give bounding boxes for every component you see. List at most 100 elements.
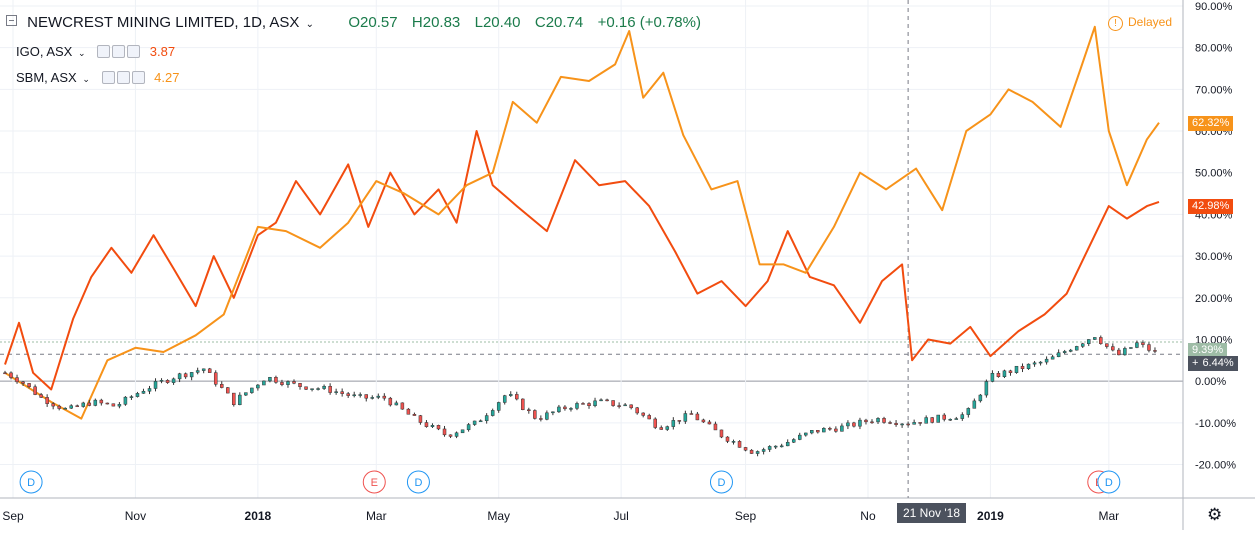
candle-body xyxy=(689,413,694,415)
candle-body xyxy=(63,407,67,410)
candle-body xyxy=(472,420,477,425)
x-tick-label: 2018 xyxy=(245,509,272,523)
candle-body xyxy=(322,385,326,389)
candle-body xyxy=(870,421,874,424)
candle-body xyxy=(508,394,513,396)
candle-body xyxy=(1062,351,1067,353)
crosshair-plus-icon[interactable]: + xyxy=(1192,357,1199,369)
candle-body xyxy=(840,425,844,432)
candle-body xyxy=(45,397,49,404)
change-value: +0.16 (+0.78%) xyxy=(597,14,701,31)
candle-body xyxy=(340,391,344,394)
candle-body xyxy=(984,381,989,396)
candle-body xyxy=(75,405,79,407)
igo-last-value-badge: 42.98% xyxy=(1188,199,1234,214)
earnings-marker xyxy=(362,470,386,494)
candle-body xyxy=(755,451,760,454)
candle-body xyxy=(51,403,55,407)
candle-body xyxy=(171,378,176,383)
x-tick-label: No xyxy=(860,509,876,523)
high-value: H20.83 xyxy=(411,14,461,31)
candle-body xyxy=(563,406,567,410)
x-tick-label: Mar xyxy=(1098,509,1119,523)
gear-icon[interactable] xyxy=(116,71,130,84)
symbol-title[interactable]: NEWCREST MINING LIMITED, 1D, ASX xyxy=(27,14,300,31)
event-marker-label: D xyxy=(717,477,725,489)
candle-body xyxy=(942,414,946,420)
close-icon[interactable] xyxy=(127,45,141,58)
eye-icon[interactable] xyxy=(97,45,111,58)
candle-body xyxy=(647,415,651,420)
y-tick-label: -10.00% xyxy=(1195,418,1236,430)
candle-body xyxy=(737,441,742,448)
candle-body xyxy=(358,394,362,396)
candle-body xyxy=(900,423,904,426)
candle-body xyxy=(436,425,441,430)
y-tick-label: 90.00% xyxy=(1195,1,1233,13)
candle-body xyxy=(816,430,820,433)
candle-body xyxy=(1086,339,1091,345)
prev-close-badge: 9.39% xyxy=(1188,343,1228,358)
candle-body xyxy=(948,418,953,421)
candle-body xyxy=(1153,350,1157,352)
chevron-down-icon[interactable]: ⌄ xyxy=(77,48,86,58)
candle-body xyxy=(804,432,808,436)
candle-body xyxy=(797,434,802,440)
series-line-sbm xyxy=(4,25,1160,420)
close-icon[interactable] xyxy=(131,71,145,84)
gear-icon[interactable] xyxy=(112,45,126,58)
candle-body xyxy=(207,368,212,373)
candle-body xyxy=(701,419,706,423)
candle-body xyxy=(334,391,338,393)
candle-body xyxy=(659,427,664,430)
candle-body xyxy=(773,445,778,448)
low-value: L20.40 xyxy=(474,14,521,31)
settings-gear-icon[interactable]: ⚙ xyxy=(1207,505,1223,524)
chevron-down-icon[interactable]: ⌄ xyxy=(82,74,90,84)
candle-body xyxy=(478,420,483,423)
chevron-down-icon[interactable]: ⌄ xyxy=(305,19,314,30)
candle-body xyxy=(213,372,218,385)
candle-body xyxy=(1020,365,1025,370)
candle-body xyxy=(183,373,188,378)
collapse-legend-icon[interactable] xyxy=(6,15,17,26)
candle-body xyxy=(1105,343,1109,347)
candle-body xyxy=(3,372,7,375)
candle-body xyxy=(1056,352,1061,358)
chart-header: NEWCREST MINING LIMITED, 1D, ASX ⌄ O20.5… xyxy=(6,14,701,31)
dividend-marker xyxy=(406,470,430,494)
candle-body xyxy=(617,405,621,407)
candle-body xyxy=(521,398,525,410)
candle-body xyxy=(930,417,934,423)
candle-body xyxy=(960,414,965,419)
candle-body xyxy=(274,376,278,383)
candle-body xyxy=(87,402,92,406)
event-marker-label: E xyxy=(371,477,378,489)
delayed-indicator[interactable]: ! Delayed xyxy=(1108,15,1172,31)
delayed-label: Delayed xyxy=(1128,15,1173,29)
candle-body xyxy=(924,417,928,424)
candle-body xyxy=(382,395,387,399)
candle-body xyxy=(888,422,892,424)
candle-body xyxy=(15,377,19,383)
candle-body xyxy=(1014,365,1019,373)
candle-body xyxy=(1123,348,1127,356)
candle-body xyxy=(1147,344,1151,351)
candle-body xyxy=(442,428,447,436)
legend-label-igo[interactable]: IGO, ASX xyxy=(16,44,73,59)
legend-label-sbm[interactable]: SBM, ASX xyxy=(16,70,77,85)
candle-body xyxy=(189,372,194,378)
event-marker-label: D xyxy=(414,477,422,489)
candle-body xyxy=(93,399,98,406)
eye-icon[interactable] xyxy=(101,71,115,84)
candle-body xyxy=(876,418,880,423)
candle-body xyxy=(611,400,615,406)
candle-body xyxy=(852,422,856,427)
event-marker-label: D xyxy=(27,477,35,489)
candle-body xyxy=(310,388,314,390)
candle-body xyxy=(695,413,700,421)
candle-body xyxy=(33,386,37,395)
candle-body xyxy=(858,419,862,427)
candle-body xyxy=(1080,343,1085,347)
